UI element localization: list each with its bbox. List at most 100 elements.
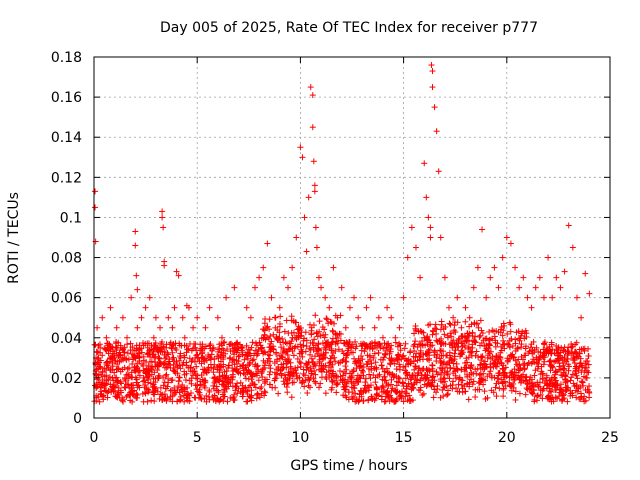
- data-point: [537, 391, 544, 398]
- data-point: [445, 360, 452, 367]
- data-point: [217, 396, 224, 403]
- data-point: [296, 374, 303, 381]
- data-point: [396, 375, 403, 382]
- data-point: [210, 382, 217, 389]
- data-point: [284, 357, 291, 364]
- data-point: [547, 380, 554, 387]
- data-point: [245, 375, 252, 382]
- data-point: [296, 359, 303, 366]
- data-point: [462, 360, 469, 367]
- data-point: [109, 354, 116, 361]
- data-point: [556, 360, 563, 367]
- data-point: [382, 377, 389, 384]
- data-point: [341, 368, 348, 375]
- data-point: [254, 362, 261, 369]
- data-point: [461, 342, 468, 349]
- data-point: [313, 329, 320, 336]
- data-point: [193, 347, 200, 354]
- data-point: [580, 382, 587, 389]
- data-point: [410, 343, 417, 350]
- data-point: [182, 377, 189, 384]
- data-point: [569, 244, 576, 251]
- data-point: [128, 385, 135, 392]
- data-point: [480, 360, 487, 367]
- data-point: [191, 340, 198, 347]
- data-point: [405, 380, 412, 387]
- data-point: [248, 370, 255, 377]
- data-point: [130, 356, 137, 363]
- data-point: [385, 391, 392, 398]
- data-point: [361, 348, 368, 355]
- data-point: [107, 304, 114, 311]
- data-point: [148, 397, 155, 404]
- data-point: [175, 272, 182, 279]
- data-point: [535, 383, 542, 390]
- data-point: [352, 345, 359, 352]
- data-point: [127, 347, 134, 354]
- data-point: [554, 395, 561, 402]
- data-point: [402, 389, 409, 396]
- data-point: [529, 350, 536, 357]
- data-point: [190, 368, 197, 375]
- data-point: [411, 366, 418, 373]
- data-point: [431, 104, 438, 111]
- data-point: [155, 348, 162, 355]
- data-point: [173, 268, 180, 275]
- data-point: [326, 343, 333, 350]
- data-point: [297, 363, 304, 370]
- data-point: [472, 352, 479, 359]
- data-point: [402, 340, 409, 347]
- data-point: [171, 304, 178, 311]
- x-tick-label: 10: [291, 430, 309, 446]
- data-point: [170, 361, 177, 368]
- data-point: [258, 345, 265, 352]
- data-point: [329, 378, 336, 385]
- data-point: [455, 381, 462, 388]
- data-point: [401, 345, 408, 352]
- data-point: [95, 349, 102, 356]
- data-point: [345, 396, 352, 403]
- data-point: [360, 364, 367, 371]
- data-point: [373, 344, 380, 351]
- data-point: [327, 359, 334, 366]
- data-point: [105, 350, 112, 357]
- data-point: [420, 375, 427, 382]
- data-point: [437, 234, 444, 241]
- data-point: [492, 359, 499, 366]
- y-tick-label: 0.1: [60, 210, 82, 226]
- data-point: [454, 367, 461, 374]
- data-point: [157, 361, 164, 368]
- data-point: [357, 362, 364, 369]
- data-point: [105, 387, 112, 394]
- data-point: [454, 294, 461, 301]
- data-point: [229, 347, 236, 354]
- data-point: [425, 214, 432, 221]
- data-point: [493, 327, 500, 334]
- data-point: [555, 356, 562, 363]
- data-point: [254, 350, 261, 357]
- data-point: [236, 353, 243, 360]
- data-point: [455, 343, 462, 350]
- data-point: [430, 394, 437, 401]
- data-point: [240, 389, 247, 396]
- data-point: [282, 374, 289, 381]
- data-point: [528, 304, 535, 311]
- data-point: [493, 393, 500, 400]
- data-point: [243, 342, 250, 349]
- data-point: [310, 158, 317, 165]
- data-point: [409, 384, 416, 391]
- data-point: [167, 387, 174, 394]
- x-axis-label: GPS time / hours: [290, 458, 407, 474]
- data-point: [250, 356, 257, 363]
- data-point: [229, 371, 236, 378]
- data-point: [301, 214, 308, 221]
- y-tick-label: 0.04: [51, 331, 82, 347]
- data-point: [484, 354, 491, 361]
- data-point: [463, 364, 470, 371]
- data-point: [220, 356, 227, 363]
- data-point: [458, 377, 465, 384]
- data-point: [575, 367, 582, 374]
- data-point: [366, 371, 373, 378]
- data-point: [440, 360, 447, 367]
- x-tick-label: 5: [193, 430, 202, 446]
